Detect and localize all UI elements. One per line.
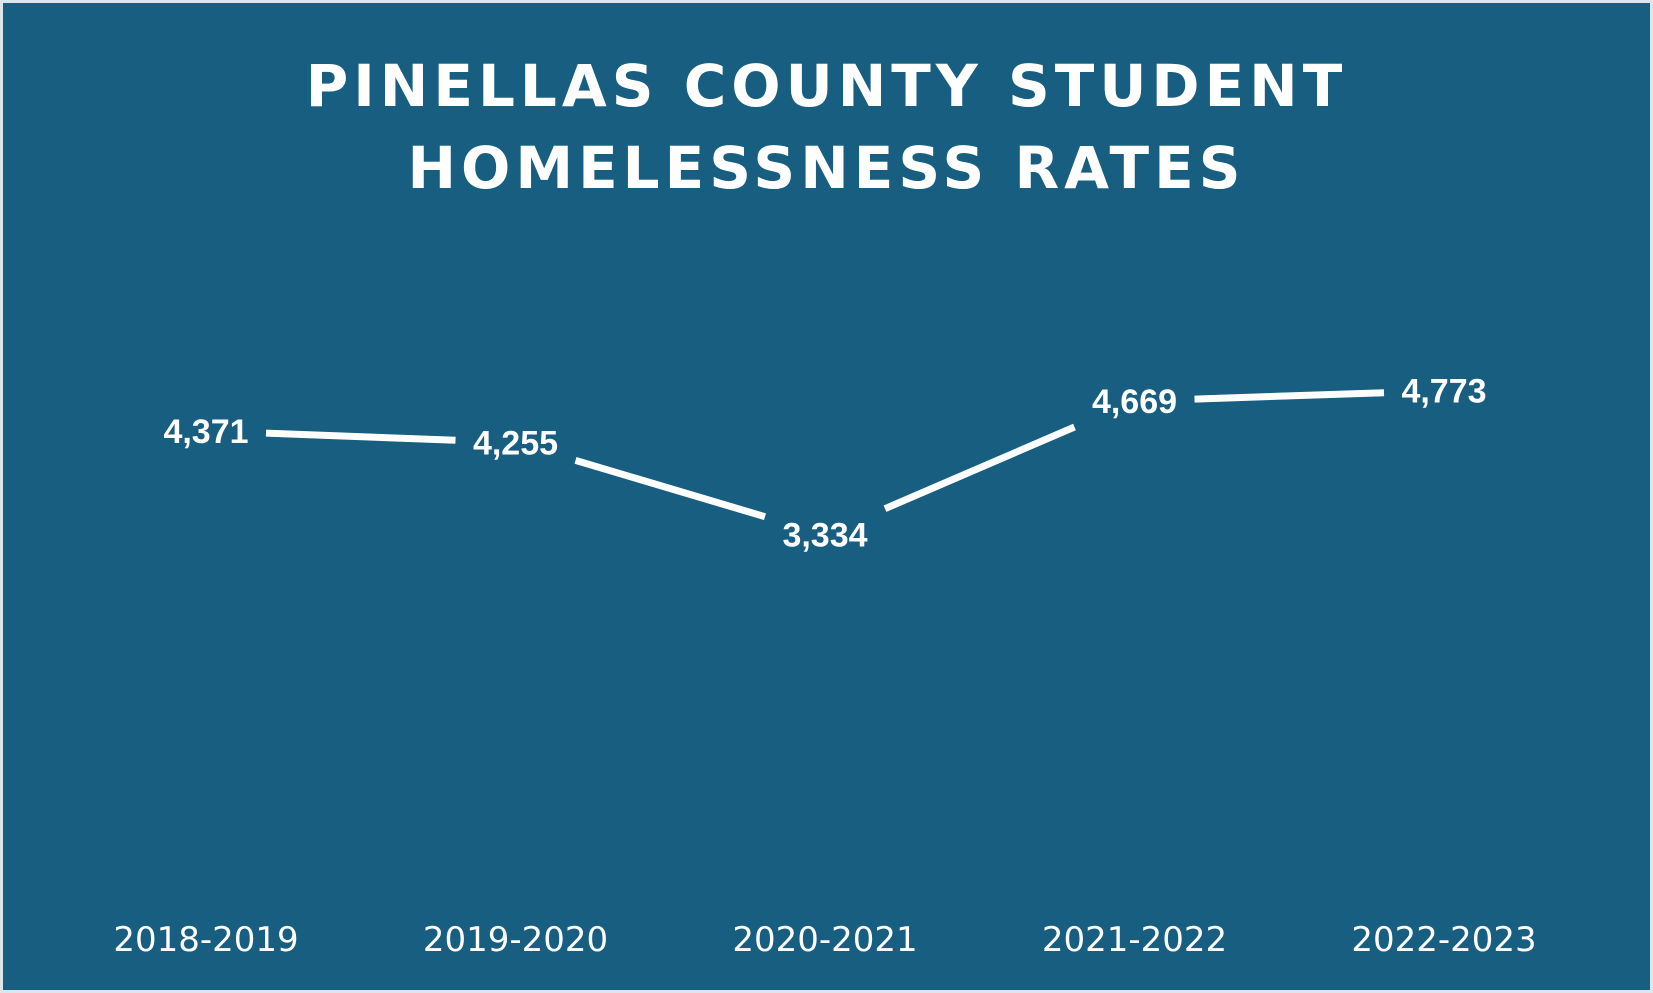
data-label: 4,669 — [1092, 383, 1177, 421]
series-line — [265, 389, 1385, 521]
chart-panel: PINELLAS COUNTY STUDENT HOMELESSNESS RAT… — [3, 3, 1650, 990]
chart-title-line-2: HOMELESSNESS RATES — [407, 134, 1246, 202]
series-segment — [883, 423, 1076, 512]
x-tick-label: 2021-2022 — [1042, 920, 1227, 960]
x-axis-labels: 2018-2019 2019-2020 2020-2021 2021-2022 2022… — [113, 920, 1536, 960]
series-segment — [1194, 389, 1385, 403]
data-label: 3,334 — [782, 517, 867, 555]
chart-title-line-1: PINELLAS COUNTY STUDENT — [305, 52, 1348, 120]
data-label: 4,773 — [1401, 373, 1486, 411]
chart-title: PINELLAS COUNTY STUDENT HOMELESSNESS RAT… — [3, 45, 1650, 209]
x-tick-label: 2018-2019 — [113, 920, 298, 960]
x-tick-label: 2022-2023 — [1351, 920, 1536, 960]
data-label: 4,255 — [473, 425, 558, 463]
series-segment — [574, 457, 766, 521]
series-segment — [265, 429, 456, 444]
data-labels: 4,371 4,255 3,334 4,669 4,773 — [163, 373, 1486, 555]
drop-lines — [205, 420, 1445, 883]
x-tick-label: 2019-2020 — [423, 920, 608, 960]
x-tick-label: 2020-2021 — [732, 920, 917, 960]
data-label: 4,371 — [163, 413, 248, 451]
line-chart: 4,371 4,255 3,334 4,669 4,773 2018-2019 2019-… — [113, 373, 1536, 960]
